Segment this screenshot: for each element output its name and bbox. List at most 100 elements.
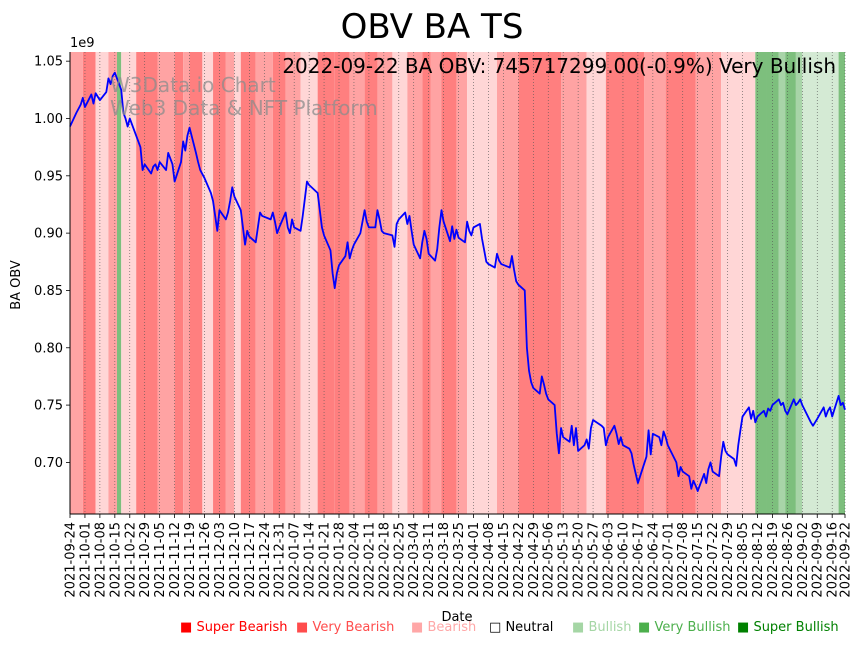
y-tick-label: 1.05	[34, 55, 63, 70]
band-super-bearish	[136, 52, 158, 514]
legend-label: Very Bullish	[654, 620, 731, 635]
band-very-bearish	[225, 52, 235, 514]
band-very-bearish	[496, 52, 519, 514]
x-tick-label: 2022-02-11	[362, 522, 377, 598]
x-tick-label: 2022-01-14	[303, 522, 318, 598]
y-tick-label: 0.90	[34, 227, 63, 242]
legend-marker: ■	[737, 620, 750, 635]
band-very-bearish	[349, 52, 365, 514]
band-neutral-green	[802, 52, 839, 514]
x-tick-label: 2022-04-08	[482, 522, 497, 598]
band-very-bearish	[377, 52, 393, 514]
legend-item-super-bearish: ■ Super Bearish	[180, 620, 288, 635]
x-tick-label: 2022-04-15	[497, 522, 512, 598]
legend-item-very-bearish: ■ Very Bearish	[296, 620, 394, 635]
latest-value-annotation: 2022-09-22 BA OBV: 745717299.00(-0.9%) V…	[282, 54, 836, 78]
legend-item-bullish: ■ Bullish	[572, 620, 631, 635]
x-tick-label: 2022-03-04	[407, 522, 422, 598]
x-tick-label: 2022-05-13	[557, 522, 572, 598]
x-tick-label: 2021-12-17	[243, 522, 258, 598]
y-tick-label: 0.85	[34, 284, 63, 299]
band-very-bullish	[838, 52, 845, 514]
y-tick-label: 1.00	[34, 112, 63, 127]
band-very-bearish	[407, 52, 423, 514]
x-tick-label: 2022-09-16	[826, 522, 841, 598]
x-tick-label: 2022-09-09	[811, 522, 826, 598]
legend-label: Super Bullish	[753, 620, 839, 635]
legend-label: Bearish	[427, 620, 477, 635]
x-tick-label: 2022-03-25	[452, 522, 467, 598]
band-bullish	[795, 52, 803, 514]
band-bearish	[721, 52, 741, 514]
band-super-bearish	[189, 52, 203, 514]
signal-bands	[70, 52, 845, 514]
x-tick-label: 2021-11-05	[153, 522, 168, 598]
chart-title: OBV BA TS	[341, 7, 524, 47]
band-very-bearish	[456, 52, 468, 514]
x-tick-label: 2022-02-18	[377, 522, 392, 598]
x-tick-label: 2021-12-03	[213, 522, 228, 598]
band-very-bullish	[116, 52, 122, 514]
legend-item-super-bullish: ■ Super Bullish	[737, 620, 839, 635]
band-bearish	[586, 52, 606, 514]
obv-series-line	[69, 71, 846, 492]
x-tick-label: 2022-06-17	[631, 522, 646, 598]
x-tick-label: 2022-09-02	[796, 522, 811, 598]
x-tick-label: 2022-08-05	[736, 522, 751, 598]
x-tick-label: 2022-04-22	[512, 522, 527, 598]
x-tick-label: 2022-01-21	[318, 522, 333, 598]
x-tick-label: 2021-12-10	[228, 522, 243, 598]
x-tick-label: 2022-05-06	[542, 522, 557, 598]
signal-legend: ■ Super Bearish ■ Very Bearish ■ Bearish…	[0, 620, 864, 640]
x-tick-label: 2021-10-22	[123, 522, 138, 598]
legend-item-very-bullish: ■ Very Bullish	[638, 620, 731, 635]
y-tick-label: 0.70	[34, 456, 63, 471]
x-tick-label: 2021-12-24	[258, 522, 273, 598]
band-bearish	[740, 52, 756, 514]
band-super-bearish	[334, 52, 350, 514]
band-bearish	[121, 52, 137, 514]
band-very-bearish	[70, 52, 83, 514]
x-tick-label: 2022-08-12	[751, 522, 766, 598]
x-tick-label: 2022-05-27	[587, 522, 602, 598]
watermark-line-1: W3Data.io Chart	[110, 73, 276, 97]
x-tick-label: 2022-03-18	[437, 522, 452, 598]
x-tick-label: 2022-07-01	[661, 522, 676, 598]
watermark-line-2: Web3 Data & NFT Platform	[110, 96, 378, 120]
x-tick-label: 2021-10-01	[78, 522, 93, 598]
legend-label: Very Bearish	[312, 620, 395, 635]
x-tick-label: 2022-06-24	[646, 522, 661, 598]
y-tick-label: 0.95	[34, 169, 63, 184]
band-super-bearish	[317, 52, 335, 514]
band-super-bearish	[240, 52, 256, 514]
x-tick-label: 2021-10-15	[108, 522, 123, 598]
y-axis-label: BA OBV	[9, 260, 24, 310]
legend-label: Super Bearish	[196, 620, 288, 635]
band-super-bearish	[364, 52, 378, 514]
band-super-bearish	[518, 52, 562, 514]
x-tick-label: 2021-11-19	[183, 522, 198, 598]
legend-label: Neutral	[505, 620, 554, 635]
band-very-bearish	[183, 52, 190, 514]
x-tick-label: 2022-07-08	[676, 522, 691, 598]
band-bearish	[202, 52, 214, 514]
band-bearish	[95, 52, 109, 514]
x-tick-label: 2022-08-19	[766, 522, 781, 598]
x-tick-label: 2021-10-08	[93, 522, 108, 598]
x-tick-label: 2022-09-22	[839, 522, 854, 598]
x-tick-label: 2022-01-07	[288, 522, 303, 598]
x-tick-label: 2022-06-10	[616, 522, 631, 598]
y-tick-label: 0.80	[34, 341, 63, 356]
band-super-bearish	[422, 52, 431, 514]
band-super-bearish	[605, 52, 645, 514]
x-tick-label: 2022-02-25	[392, 522, 407, 598]
band-very-bearish	[644, 52, 666, 514]
y-axis-ticks: 0.70 0.75 0.80 0.85 0.90 0.95 1.00 1.05	[34, 55, 70, 471]
legend-marker: ■	[411, 620, 424, 635]
band-very-bearish	[157, 52, 175, 514]
legend-marker: ■	[180, 620, 193, 635]
legend-label: Bullish	[588, 620, 632, 635]
y-tick-label: 0.75	[34, 399, 63, 414]
band-very-bullish	[785, 52, 796, 514]
